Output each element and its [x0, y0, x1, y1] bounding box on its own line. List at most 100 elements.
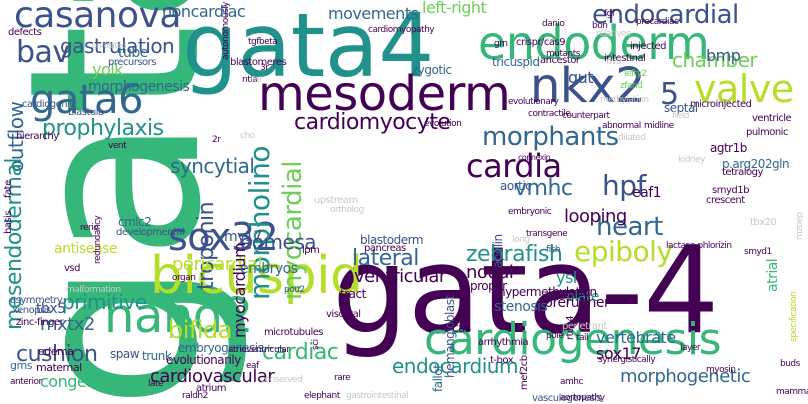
- word: morphants: [482, 122, 619, 152]
- word: amhc: [560, 377, 583, 387]
- word: endocardium: [392, 354, 518, 378]
- word: endocardial: [592, 0, 739, 30]
- word: contractile: [528, 109, 571, 119]
- word: tricuspid: [492, 55, 540, 69]
- word: looping: [564, 206, 627, 227]
- word: smyd1b: [712, 185, 749, 196]
- word: buds: [780, 359, 800, 369]
- word: atrioventricular: [228, 345, 290, 355]
- word: conserved: [260, 375, 303, 385]
- word: p.arg202gln: [722, 157, 790, 171]
- word: valve: [694, 67, 794, 111]
- word: visceral: [326, 309, 361, 320]
- word: relatives: [596, 29, 631, 39]
- word: edema: [38, 345, 74, 358]
- word: vsd: [64, 263, 80, 274]
- word: unrelated: [92, 41, 126, 50]
- word: endoderm: [478, 16, 710, 70]
- word: agtr1b: [710, 141, 747, 155]
- word: blastoderm: [360, 233, 424, 247]
- word: danio: [542, 19, 565, 29]
- word: cushion: [16, 342, 98, 367]
- word: apelin: [491, 234, 505, 268]
- word: cardia: [466, 147, 562, 185]
- word: midline: [644, 121, 674, 131]
- word: evolutionary: [508, 97, 559, 107]
- word: autonomously: [221, 2, 231, 60]
- word: cardiomyocyte: [294, 110, 451, 135]
- word: zinc-finger: [16, 317, 64, 328]
- word: pou2: [284, 285, 305, 295]
- word: developmental: [116, 227, 185, 238]
- word: redundancy: [93, 215, 103, 264]
- word: tbx20: [750, 217, 777, 228]
- word: long: [512, 235, 530, 245]
- word: zfand: [620, 81, 643, 91]
- word: ysl: [556, 268, 577, 287]
- word: morphogenetic: [620, 366, 751, 387]
- word: mxtx2: [40, 314, 95, 335]
- word: fgf: [604, 9, 615, 19]
- word: intestinal: [604, 53, 646, 64]
- word: embryos: [240, 261, 298, 277]
- word: stenosis: [494, 299, 548, 315]
- word: grns: [10, 359, 33, 372]
- word: septal: [664, 101, 698, 115]
- word: cardiogenesis: [424, 314, 722, 365]
- word: tube: [118, 45, 148, 61]
- word: lefty2: [624, 69, 647, 79]
- word: rerio: [80, 223, 99, 233]
- word: 5: [660, 77, 679, 112]
- word: kidney: [678, 155, 706, 165]
- word: counterpart: [562, 111, 610, 121]
- word: mesoderm: [258, 66, 511, 122]
- word: dilated: [618, 133, 646, 143]
- word: late: [148, 379, 164, 389]
- word: pole: [546, 331, 564, 341]
- word: gata-4: [332, 222, 719, 361]
- word: 3r: [260, 63, 269, 73]
- word: epiboly: [574, 235, 673, 268]
- word: ventricular: [354, 266, 446, 287]
- word: cmlc2: [118, 215, 152, 229]
- word: cardiac: [262, 340, 339, 365]
- word: prophylaxis: [42, 116, 164, 141]
- word: t-box: [490, 355, 514, 366]
- word: ventricle: [752, 113, 792, 124]
- word: blastula: [68, 107, 104, 118]
- word: vent: [108, 141, 127, 151]
- word: cardiovascular: [150, 366, 275, 387]
- word: mammals: [776, 387, 808, 397]
- word: bav: [16, 35, 70, 70]
- word: transgene: [526, 229, 568, 239]
- word: tract: [340, 287, 366, 301]
- word: pulmonic: [746, 127, 788, 138]
- word: precursors: [108, 57, 157, 68]
- word: vasculogenesis: [532, 393, 602, 404]
- word: cas: [452, 321, 471, 335]
- word: bon: [592, 21, 608, 31]
- word: ntla: [242, 75, 258, 85]
- word: injected: [630, 41, 666, 52]
- word: cardiogenic: [22, 99, 75, 110]
- word: asymmetry: [10, 295, 63, 306]
- word: hand2: [104, 288, 253, 344]
- word: tgfbeta: [248, 37, 278, 47]
- word: aortopathy: [560, 393, 605, 403]
- word: arrhythmia: [478, 337, 529, 348]
- word: atrium: [196, 383, 227, 394]
- word: proper: [470, 279, 507, 293]
- word: blastomeres: [230, 57, 287, 68]
- word: aortic: [500, 179, 532, 193]
- word: smyd1: [744, 247, 772, 257]
- word: congenital: [40, 372, 119, 391]
- word: mzoep: [795, 212, 805, 240]
- word: eaf1: [632, 185, 662, 201]
- word: nvd: [606, 57, 622, 67]
- word: syncytial: [170, 154, 255, 178]
- word: specification: [789, 291, 799, 342]
- word: embryogenesis: [178, 341, 264, 355]
- word: my17: [224, 229, 262, 245]
- word: ancestor: [540, 55, 580, 66]
- word: tail: [576, 333, 589, 343]
